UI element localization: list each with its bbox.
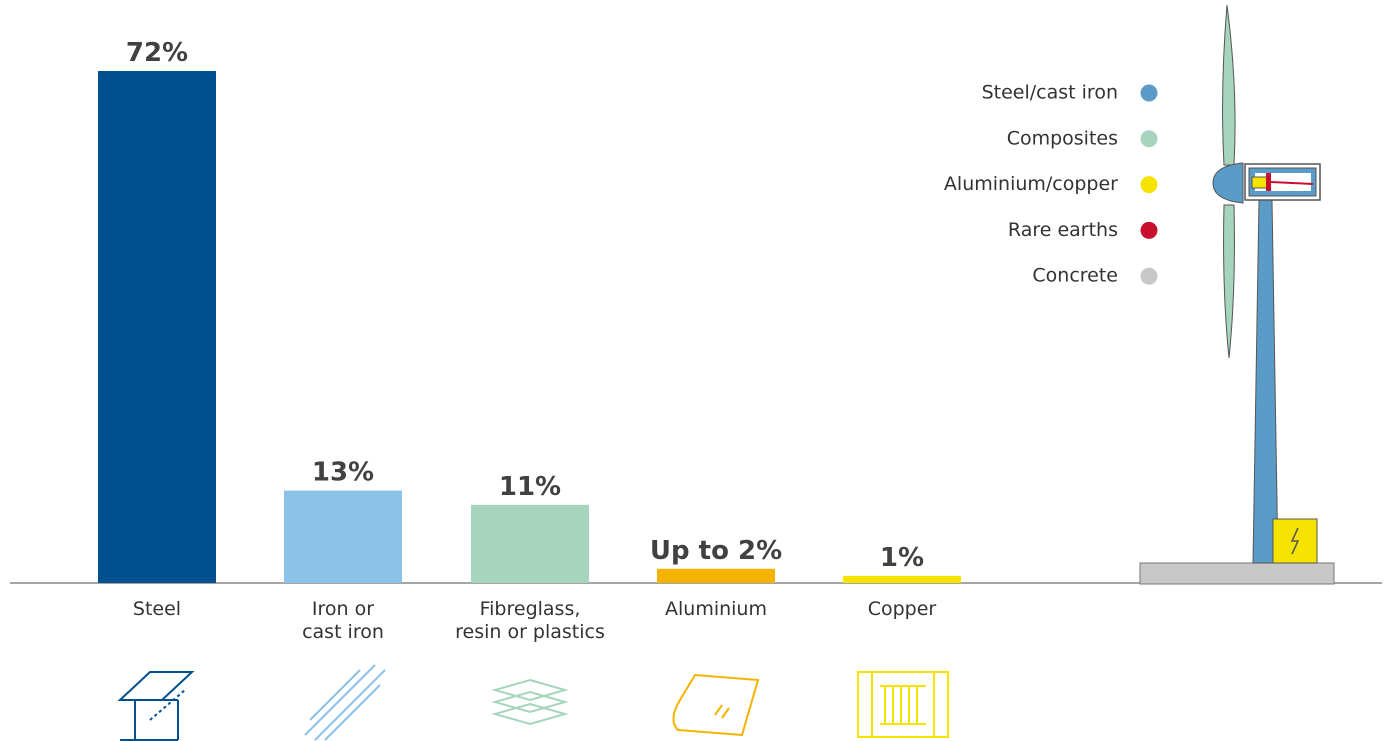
value-label: 1% [880, 543, 924, 573]
legend-swatch [1140, 84, 1158, 102]
value-label: 13% [312, 458, 374, 488]
category-label: Steel [132, 598, 182, 620]
legend-swatch [1140, 176, 1158, 194]
value-label: 11% [499, 472, 561, 502]
legend-label: Concrete [1032, 265, 1118, 287]
category-label: Copper [867, 598, 937, 620]
icons [117, 664, 949, 741]
legend-swatch [1140, 267, 1158, 285]
legend-label: Steel/cast iron [982, 82, 1118, 104]
legend-label: Aluminium/copper [944, 173, 1118, 195]
bar [471, 504, 589, 583]
bar [657, 568, 775, 583]
value-label: 72% [126, 38, 188, 68]
bar [843, 575, 961, 583]
legend-swatch [1140, 130, 1158, 148]
category-label: Fibreglass, resin or plastics [455, 598, 605, 643]
value-label: Up to 2% [650, 536, 782, 566]
legend-label: Composites [1007, 127, 1118, 149]
legend-swatch [1140, 221, 1158, 239]
bar [98, 71, 216, 583]
category-label: Iron or cast iron [302, 598, 384, 643]
category-label: Aluminium [665, 598, 767, 620]
legend-label: Rare earths [1008, 219, 1118, 241]
turbine [1139, 4, 1335, 585]
bar [284, 490, 402, 583]
